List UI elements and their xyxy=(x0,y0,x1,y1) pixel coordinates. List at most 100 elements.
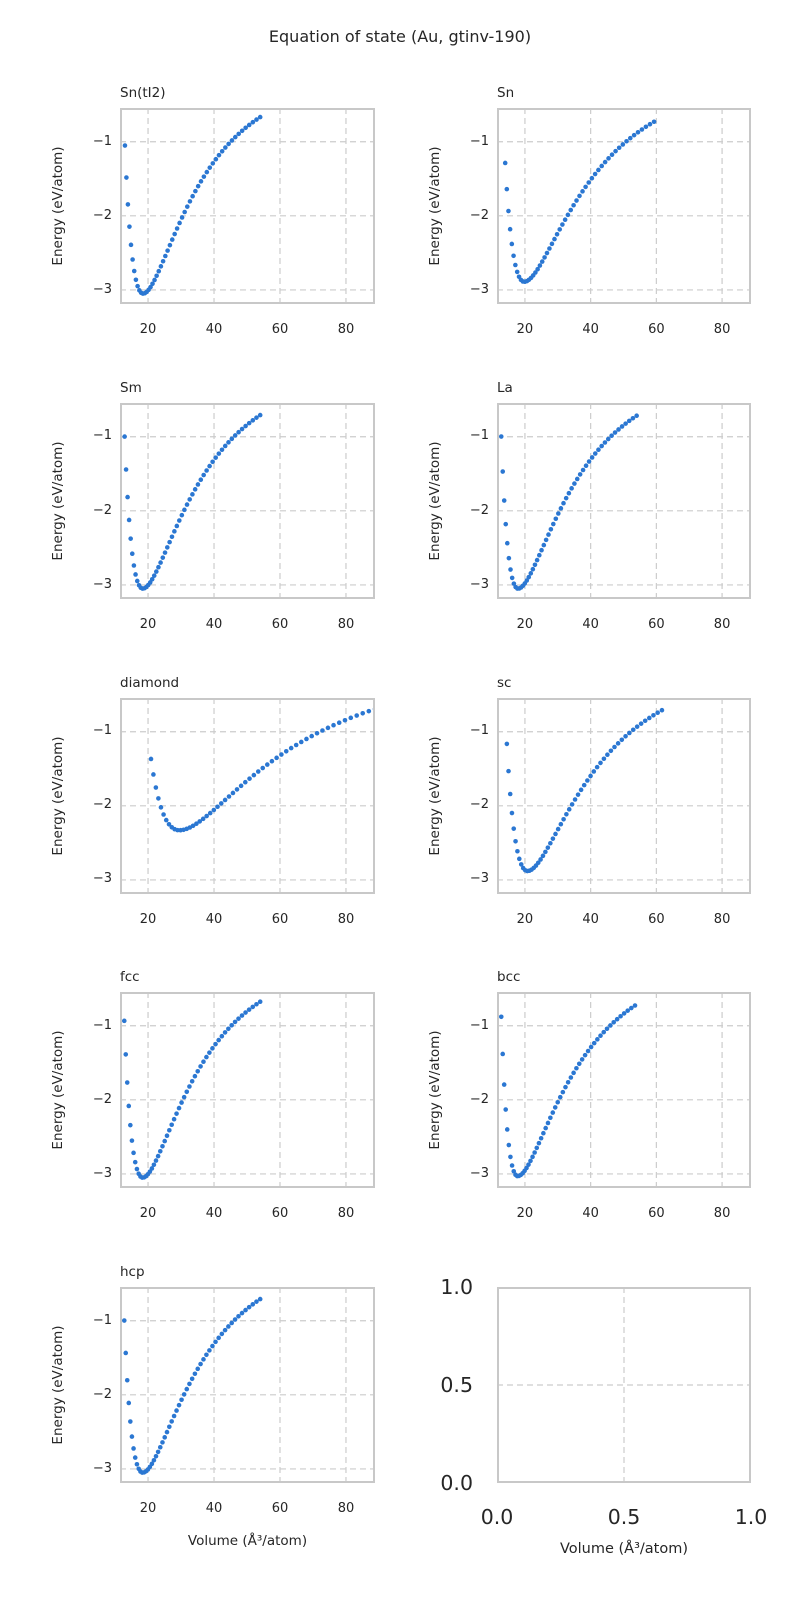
scatter-points xyxy=(498,1003,638,1179)
data-point xyxy=(560,1090,566,1095)
data-point xyxy=(548,1115,553,1121)
data-point xyxy=(151,573,157,578)
y-tick-label: −1 xyxy=(469,723,489,739)
data-point xyxy=(232,1317,238,1322)
data-point xyxy=(158,264,164,269)
data-point xyxy=(129,1138,135,1144)
data-point xyxy=(162,550,168,555)
data-point xyxy=(643,124,649,130)
data-point xyxy=(594,764,600,769)
y-axis-label: Energy (eV/atom) xyxy=(50,441,66,561)
data-point xyxy=(189,1376,195,1382)
y-tick-label: 0.5 xyxy=(440,1373,473,1397)
plot-area-diamond xyxy=(120,697,375,894)
data-point xyxy=(618,1014,623,1019)
data-point xyxy=(216,1335,221,1341)
x-tick-label: 1.0 xyxy=(734,1505,768,1529)
x-axis-label: Volume (Å³/atom) xyxy=(187,1533,308,1549)
data-point xyxy=(162,1138,168,1144)
y-tick-label: −2 xyxy=(92,1092,112,1107)
data-point xyxy=(155,1449,161,1455)
data-point xyxy=(571,1070,576,1076)
data-point xyxy=(238,783,244,788)
data-point xyxy=(599,443,604,449)
data-point xyxy=(568,1075,574,1080)
data-point xyxy=(153,1158,159,1164)
scatter-points xyxy=(502,119,657,285)
data-point xyxy=(156,564,161,570)
data-point xyxy=(207,810,213,815)
data-point xyxy=(541,1131,546,1136)
data-point xyxy=(222,797,228,802)
data-point xyxy=(131,268,137,274)
x-tick-label: 40 xyxy=(205,1501,223,1516)
x-tick-label: 60 xyxy=(648,1206,665,1222)
subplot-sc: sc −1 −2 −3 20 40 60 80 Energy (eV/atom) xyxy=(427,675,751,927)
y-tick-label: −1 xyxy=(92,1312,112,1328)
data-point xyxy=(260,765,266,770)
data-point xyxy=(242,779,248,785)
data-point xyxy=(508,566,513,572)
data-point xyxy=(274,755,279,760)
data-point xyxy=(194,820,199,826)
data-point xyxy=(177,517,182,523)
data-point xyxy=(616,145,622,151)
data-point xyxy=(127,224,132,229)
data-point xyxy=(269,758,275,763)
data-point xyxy=(608,1023,613,1028)
data-point xyxy=(635,129,641,135)
data-point xyxy=(239,128,245,134)
y-tick-label: −3 xyxy=(92,1460,112,1476)
data-point xyxy=(293,742,299,747)
data-point xyxy=(187,199,193,204)
data-point xyxy=(535,266,540,272)
data-point xyxy=(182,507,187,512)
data-point xyxy=(540,853,546,858)
data-point xyxy=(190,193,195,199)
data-point xyxy=(151,1162,157,1168)
data-point xyxy=(254,415,259,420)
data-point xyxy=(171,1117,177,1122)
data-point xyxy=(169,237,175,242)
data-point xyxy=(565,212,571,218)
data-point xyxy=(511,581,517,586)
data-point xyxy=(508,1154,513,1160)
data-point xyxy=(314,730,320,736)
plot-area-hcp xyxy=(120,1287,375,1483)
data-point xyxy=(160,258,166,264)
scatter-points xyxy=(504,707,665,873)
data-point xyxy=(133,571,138,577)
data-point xyxy=(566,806,572,812)
data-point xyxy=(585,777,590,783)
data-point xyxy=(184,204,190,209)
data-point xyxy=(514,269,520,275)
x-tick-label: 60 xyxy=(271,1501,289,1516)
y-axis-label: Energy (eV/atom) xyxy=(427,146,443,266)
data-point xyxy=(174,523,180,528)
x-tick-label: 20 xyxy=(139,1206,157,1222)
data-point xyxy=(628,135,633,141)
data-point xyxy=(342,717,348,723)
data-point xyxy=(246,1007,252,1013)
data-point xyxy=(524,577,530,583)
data-point xyxy=(133,277,139,283)
data-point xyxy=(554,231,560,237)
data-point xyxy=(621,1011,627,1016)
data-point xyxy=(354,712,360,718)
data-point xyxy=(131,1150,136,1156)
data-point xyxy=(537,263,543,268)
data-point xyxy=(121,1018,127,1024)
data-point xyxy=(189,1079,195,1084)
data-point xyxy=(219,149,225,154)
data-point xyxy=(200,816,206,821)
y-axis-label-wrap: Energy (eV/atom) xyxy=(426,698,444,894)
data-point xyxy=(250,417,256,423)
data-point xyxy=(506,1142,512,1148)
subplot-sn: Sn −1 −2 −3 20 40 60 80 Energy (eV/atom) xyxy=(427,85,751,337)
y-axis-label: Energy (eV/atom) xyxy=(427,441,443,561)
data-point xyxy=(171,1413,177,1419)
y-axis-label-wrap: Energy (eV/atom) xyxy=(49,403,67,599)
y-tick-label: 1.0 xyxy=(440,1275,473,1299)
data-point xyxy=(606,156,611,161)
plot-border xyxy=(497,1287,751,1483)
